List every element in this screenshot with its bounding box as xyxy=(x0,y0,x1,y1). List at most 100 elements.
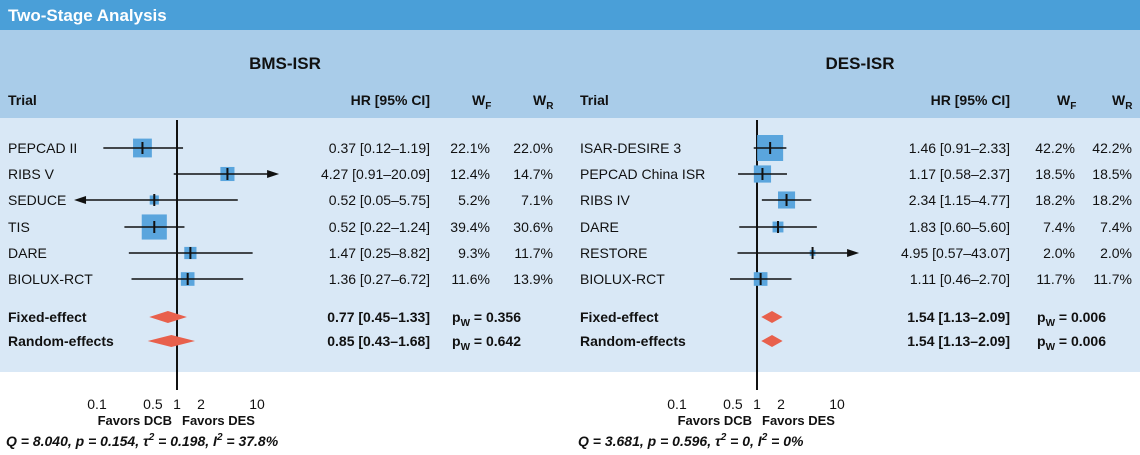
heterogeneity: Q = 3.681, p = 0.596, τ2 = 0, I2 = 0% xyxy=(578,432,804,449)
weight-f: 5.2% xyxy=(458,192,490,208)
x-tick-label: 2 xyxy=(197,396,205,412)
ci-text: 1.11 [0.46–2.70] xyxy=(910,271,1010,287)
rich-part: Q = 3.681, p = 0.596, τ xyxy=(578,433,722,449)
ci-text: 1.36 [0.27–6.72] xyxy=(329,271,430,287)
column-header: WF xyxy=(472,92,491,112)
rich-part: W xyxy=(1046,342,1056,353)
pooled-diamond xyxy=(147,335,196,347)
rich-part: = 0.198, I xyxy=(154,433,218,449)
trial-name: ISAR-DESIRE 3 xyxy=(580,140,681,156)
rich-part: W xyxy=(1046,318,1056,329)
weight-f: 9.3% xyxy=(458,245,490,261)
weight-r: 13.9% xyxy=(513,271,553,287)
trial-name: BIOLUX-RCT xyxy=(8,271,93,287)
x-tick-label: 0.1 xyxy=(87,396,107,412)
ci-text: 4.27 [0.91–20.09] xyxy=(321,166,430,182)
trial-name: RIBS V xyxy=(8,166,55,182)
ci-text: 1.47 [0.25–8.82] xyxy=(329,245,430,261)
ci-arrow xyxy=(267,170,280,178)
x-tick-label: 10 xyxy=(829,396,845,412)
weight-r: 18.2% xyxy=(1092,192,1132,208)
rich-part: F xyxy=(1070,101,1076,112)
weight-f: 7.4% xyxy=(1043,219,1075,235)
rich-part: W xyxy=(533,92,547,108)
weight-f: 18.2% xyxy=(1035,192,1075,208)
column-header: Trial xyxy=(580,92,609,108)
column-header: WR xyxy=(533,92,554,112)
column-header: Trial xyxy=(8,92,37,108)
ci-arrow xyxy=(74,196,87,204)
rich-part: = 0.356 xyxy=(470,309,521,325)
x-tick-label: 0.5 xyxy=(143,396,163,412)
rich-part: R xyxy=(546,101,554,112)
ci-text: 1.83 [0.60–5.60] xyxy=(909,219,1010,235)
trial-name: DARE xyxy=(580,219,619,235)
rich-part: = 0.006 xyxy=(1055,309,1106,325)
x-tick-label: 10 xyxy=(249,396,265,412)
panel-title: BMS-ISR xyxy=(249,54,321,73)
weight-r: 18.5% xyxy=(1092,166,1132,182)
heterogeneity: Q = 8.040, p = 0.154, τ2 = 0.198, I2 = 3… xyxy=(6,432,279,449)
rich-part: 2 xyxy=(216,432,223,443)
x-tick-label: 0.1 xyxy=(667,396,687,412)
weight-r: 2.0% xyxy=(1100,245,1132,261)
rich-part: F xyxy=(485,101,491,112)
ci-text: 1.17 [0.58–2.37] xyxy=(909,166,1010,182)
ci-text: 1.46 [0.91–2.33] xyxy=(909,140,1010,156)
trial-name: TIS xyxy=(8,219,30,235)
rich-part: = 0.006 xyxy=(1055,333,1106,349)
favors-left: Favors DCB xyxy=(678,413,752,428)
column-header: HR [95% CI] xyxy=(351,92,430,108)
weight-f: 22.1% xyxy=(450,140,490,156)
pooled-name: Fixed-effect xyxy=(580,309,659,325)
ci-arrow xyxy=(847,249,860,257)
favors-left: Favors DCB xyxy=(98,413,172,428)
pooled-name: Random-effects xyxy=(580,333,686,349)
body-band xyxy=(0,118,1140,372)
ci-text: 2.34 [1.15–4.77] xyxy=(909,192,1010,208)
rich-part: = 0, I xyxy=(726,433,763,449)
rich-part: Q = 8.040, p = 0.154, τ xyxy=(6,433,150,449)
ci-text: 4.95 [0.57–43.07] xyxy=(901,245,1010,261)
ci-text: 0.52 [0.05–5.75] xyxy=(329,192,430,208)
weight-f: 11.6% xyxy=(451,271,490,287)
rich-part: p xyxy=(452,333,461,349)
column-header: HR [95% CI] xyxy=(931,92,1010,108)
rich-part: = 37.8% xyxy=(223,433,279,449)
ci-text: 0.37 [0.12–1.19] xyxy=(329,140,430,156)
rich-part: 2 xyxy=(720,432,727,443)
rich-part: 2 xyxy=(148,432,155,443)
rich-part: p xyxy=(452,309,461,325)
rich-part: W xyxy=(1112,92,1126,108)
pooled-name: Random-effects xyxy=(8,333,114,349)
weight-r: 7.4% xyxy=(1100,219,1132,235)
x-tick-label: 2 xyxy=(777,396,785,412)
pooled-ci-text: 0.77 [0.45–1.33] xyxy=(327,309,430,325)
trial-name: PEPCAD II xyxy=(8,140,77,156)
pooled-p: pW = 0.356 xyxy=(452,309,521,329)
pooled-p: pW = 0.642 xyxy=(452,333,521,353)
rich-part: W xyxy=(461,342,471,353)
pooled-ci-text: 1.54 [1.13–2.09] xyxy=(907,309,1010,325)
weight-r: 30.6% xyxy=(513,219,553,235)
favors-right: Favors DES xyxy=(762,413,835,428)
rich-part: p xyxy=(1037,333,1046,349)
x-tick-label: 1 xyxy=(173,396,181,412)
pooled-ci-text: 0.85 [0.43–1.68] xyxy=(327,333,430,349)
ci-text: 0.52 [0.22–1.24] xyxy=(329,219,430,235)
header-band xyxy=(0,30,1140,118)
trial-name: RESTORE xyxy=(580,245,647,261)
pooled-ci-text: 1.54 [1.13–2.09] xyxy=(907,333,1010,349)
weight-f: 11.7% xyxy=(1036,271,1075,287)
column-header: WR xyxy=(1112,92,1133,112)
column-header: WF xyxy=(1057,92,1076,112)
rich-part: W xyxy=(472,92,486,108)
rich-part: p xyxy=(1037,309,1046,325)
weight-r: 7.1% xyxy=(521,192,553,208)
weight-f: 2.0% xyxy=(1043,245,1075,261)
figure-title: Two-Stage Analysis xyxy=(8,6,167,25)
pooled-p: pW = 0.006 xyxy=(1037,333,1106,353)
pooled-name: Fixed-effect xyxy=(8,309,87,325)
rich-part: 2 xyxy=(761,432,768,443)
